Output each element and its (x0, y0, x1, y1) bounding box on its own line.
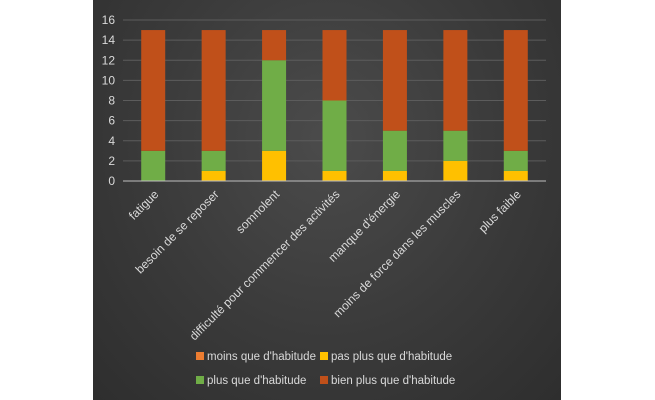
bar-segment-2-2 (201, 170, 226, 181)
y-tick-label: 6 (108, 114, 115, 128)
y-tick-label: 2 (108, 154, 115, 168)
legend-swatch (320, 352, 328, 360)
bar-segment-4-1 (141, 30, 166, 151)
bar-segment-4-6 (443, 30, 468, 131)
legend-swatch (196, 352, 204, 360)
y-tick-label: 12 (102, 53, 116, 67)
category-label: fatigue (126, 187, 162, 223)
bar-segment-4-4 (322, 30, 347, 101)
bar-segment-3-5 (382, 130, 407, 171)
y-tick-label: 16 (102, 13, 116, 27)
bar-segment-4-2 (201, 30, 226, 151)
bar-segment-3-6 (443, 130, 468, 161)
legend-swatch (320, 376, 328, 384)
bar-segment-3-3 (262, 60, 287, 151)
legend-swatch (196, 376, 204, 384)
legend-label: moins que d'habitude (207, 351, 316, 363)
bar-segment-2-3 (262, 150, 287, 181)
chart-panel: 0 2 4 6 8 10 12 14 16 fatigue besoin de se repose… (93, 0, 561, 400)
bar-segment-2-6 (443, 160, 468, 181)
bar-segment-4-5 (382, 30, 407, 131)
bar-segment-4-3 (262, 30, 287, 61)
bar-segment-3-2 (201, 150, 226, 171)
bar-segment-2-5 (382, 170, 407, 181)
y-tick-label: 4 (108, 134, 115, 148)
bar-segment-2-4 (322, 170, 347, 181)
y-tick-label: 10 (102, 73, 116, 87)
category-label: somnolent (233, 187, 283, 237)
legend-label: bien plus que d'habitude (331, 375, 455, 387)
bar-segment-4-7 (503, 30, 528, 151)
legend-label: pas plus que d'habitude (331, 351, 452, 363)
y-tick-label: 8 (108, 94, 115, 108)
bar-segment-3-4 (322, 100, 347, 171)
y-tick-label: 14 (102, 33, 116, 47)
category-label: plus faible (476, 187, 524, 235)
bar-segment-2-7 (503, 170, 528, 181)
bar-segment-3-7 (503, 150, 528, 171)
bar-segment-3-1 (141, 150, 166, 181)
y-tick-label: 0 (108, 174, 115, 188)
category-label: moins de force dans les muscles (330, 187, 463, 320)
legend-label: plus que d'habitude (207, 375, 306, 387)
